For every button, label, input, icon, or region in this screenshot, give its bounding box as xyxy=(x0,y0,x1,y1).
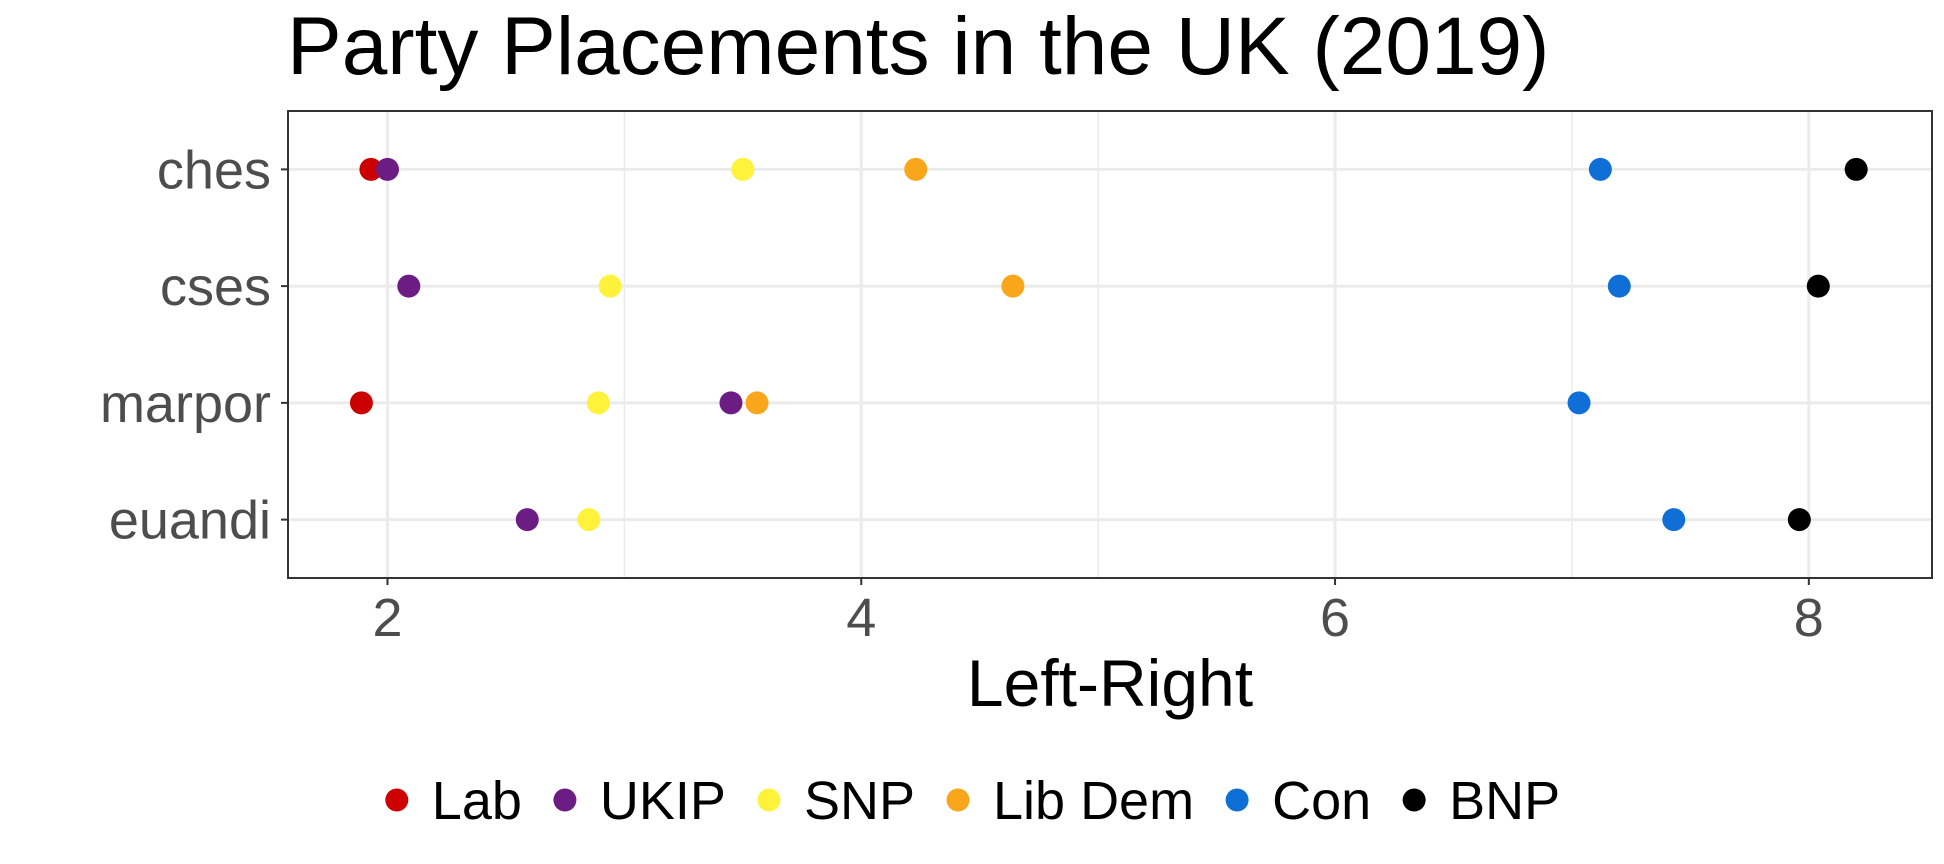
data-point xyxy=(1001,274,1025,298)
legend-key xyxy=(385,788,409,812)
legend-item: BNP xyxy=(1402,771,1560,831)
data-point xyxy=(904,157,928,181)
data-point xyxy=(375,157,399,181)
y-tick-label: marpor xyxy=(100,374,271,434)
data-point xyxy=(515,508,539,532)
legend-item: Lib Dem xyxy=(946,771,1194,831)
data-point xyxy=(1567,391,1591,415)
legend-item: SNP xyxy=(757,771,915,831)
data-point xyxy=(731,157,755,181)
x-axis-label: Left-Right xyxy=(967,646,1253,720)
data-point xyxy=(1662,508,1686,532)
y-tick-label: euandi xyxy=(109,491,271,551)
legend-label: UKIP xyxy=(600,771,726,831)
data-point xyxy=(586,391,610,415)
legend-label: BNP xyxy=(1449,771,1560,831)
series-lib-dem xyxy=(745,157,1025,415)
series-ukip xyxy=(375,157,743,532)
legend-item: UKIP xyxy=(553,771,726,831)
x-tick-label: 8 xyxy=(1794,588,1824,648)
series-lab xyxy=(349,157,383,415)
legend-key xyxy=(757,788,781,812)
x-axis: 2 4 6 8 xyxy=(372,578,1824,648)
legend-key xyxy=(553,788,577,812)
x-tick-label: 4 xyxy=(846,588,876,648)
data-point xyxy=(1787,508,1811,532)
data-point xyxy=(397,274,421,298)
series-con xyxy=(1567,157,1686,532)
data-point xyxy=(1588,157,1612,181)
data-point xyxy=(1806,274,1830,298)
y-tick-label: cses xyxy=(160,257,271,317)
data-points xyxy=(349,157,1868,532)
series-snp xyxy=(577,157,755,532)
data-point xyxy=(745,391,769,415)
legend-label: Con xyxy=(1272,771,1371,831)
y-axis: ches cses marpor euandi xyxy=(100,140,288,551)
x-tick-label: 6 xyxy=(1320,588,1350,648)
y-tick-label: ches xyxy=(157,140,271,200)
x-tick-label: 2 xyxy=(372,588,402,648)
legend-label: Lab xyxy=(432,771,522,831)
data-point xyxy=(598,274,622,298)
grid xyxy=(288,111,1932,578)
series-bnp xyxy=(1787,157,1868,532)
plot-panel xyxy=(287,110,1933,579)
legend-label: SNP xyxy=(804,771,915,831)
legend-key xyxy=(946,788,970,812)
legend-label: Lib Dem xyxy=(993,771,1194,831)
data-point xyxy=(349,391,373,415)
data-point xyxy=(1844,157,1868,181)
data-point xyxy=(577,508,601,532)
legend-item: Lab xyxy=(385,771,522,831)
legend-key xyxy=(1225,788,1249,812)
legend-key xyxy=(1402,788,1426,812)
legend: Lab UKIP SNP Lib Dem Con BNP xyxy=(385,771,1560,831)
legend-item: Con xyxy=(1225,771,1371,831)
data-point xyxy=(719,391,743,415)
chart-title: Party Placements in the UK (2019) xyxy=(287,1,1549,92)
data-point xyxy=(1607,274,1631,298)
data-point xyxy=(359,157,383,181)
